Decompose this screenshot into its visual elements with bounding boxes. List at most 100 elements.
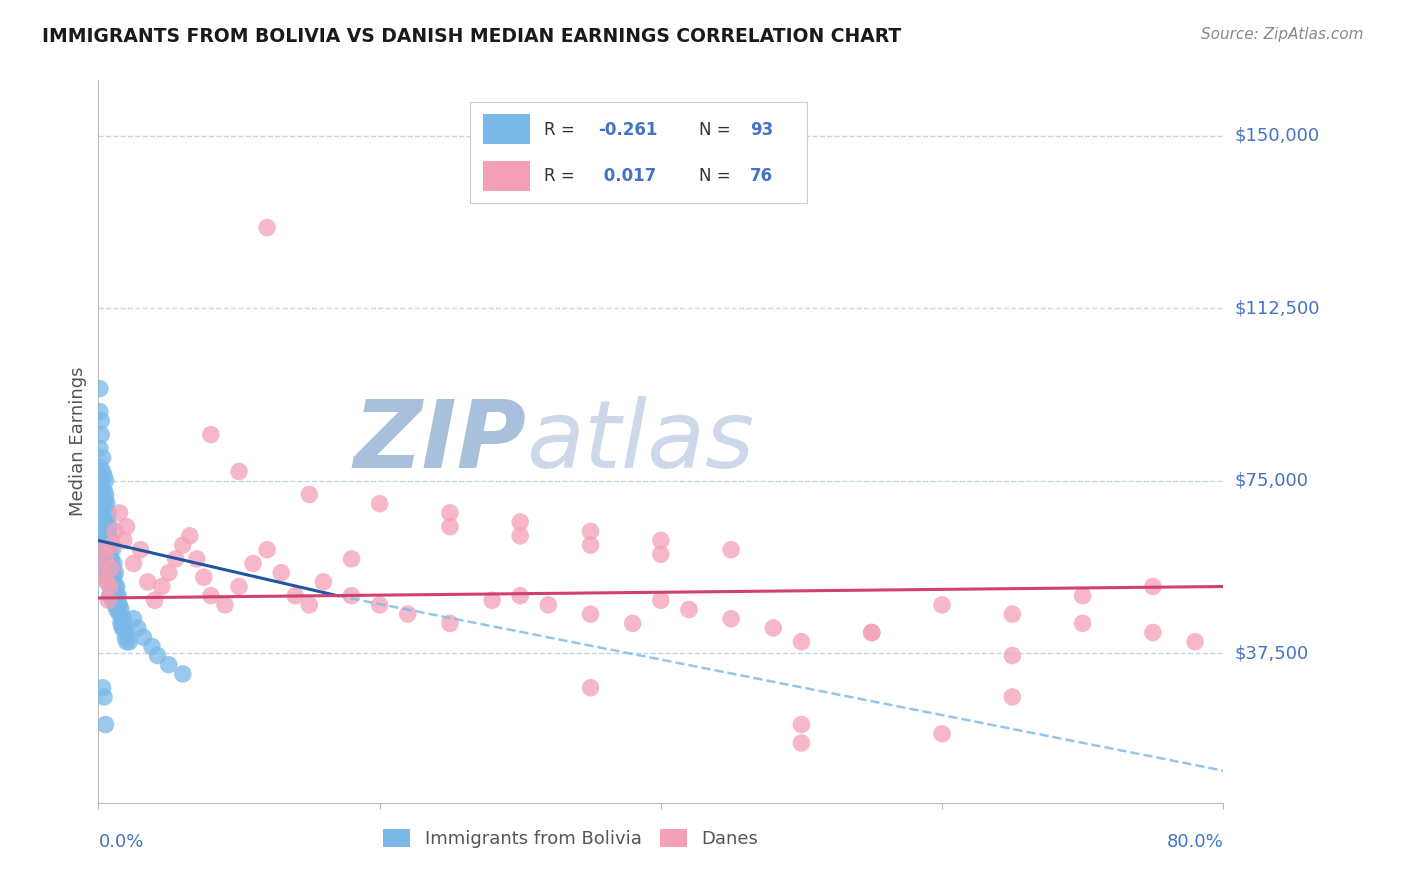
Point (439, 616, 461, 631)
Point (93, 506, 115, 520)
Point (762, 621, 785, 635)
Point (110, 616, 132, 631)
Point (93, 547, 115, 561)
Point (537, 598, 560, 612)
Point (98, 589, 121, 603)
Point (94, 717, 117, 731)
Point (298, 598, 321, 612)
Point (1071, 589, 1094, 603)
Point (256, 220, 278, 235)
Point (118, 634, 141, 648)
Text: $112,500: $112,500 (1234, 299, 1320, 317)
Point (108, 506, 131, 520)
Text: atlas: atlas (526, 396, 754, 487)
Point (94, 491, 117, 506)
Point (100, 561, 122, 575)
Point (101, 561, 124, 575)
Point (146, 648, 169, 663)
Point (103, 570, 125, 584)
Point (93, 469, 115, 483)
Point (860, 625, 883, 640)
Text: Source: ZipAtlas.com: Source: ZipAtlas.com (1201, 27, 1364, 42)
Point (89, 404, 111, 418)
Point (105, 602, 128, 616)
Point (242, 557, 264, 571)
Point (90, 506, 112, 520)
Point (97, 542, 120, 557)
Point (90, 427, 112, 442)
Point (368, 598, 391, 612)
Point (96, 497, 118, 511)
Point (790, 736, 813, 750)
Point (157, 566, 180, 580)
Point (200, 589, 222, 603)
Point (860, 625, 883, 640)
Point (115, 634, 138, 648)
Point (96, 538, 118, 552)
Point (96, 557, 118, 571)
Point (97, 593, 120, 607)
Point (103, 557, 125, 571)
Point (91, 465, 114, 479)
Point (1001, 648, 1024, 663)
Point (104, 524, 127, 539)
Point (108, 598, 131, 612)
Point (1001, 690, 1024, 704)
Point (481, 593, 503, 607)
Point (98, 580, 121, 594)
Point (97, 574, 120, 589)
Point (141, 640, 163, 654)
Point (107, 589, 129, 603)
Point (720, 612, 742, 626)
Point (91, 542, 114, 557)
Point (96, 510, 118, 524)
Point (94, 566, 117, 580)
Point (790, 634, 813, 648)
Point (621, 616, 644, 631)
Point (1184, 634, 1206, 648)
Point (150, 580, 173, 594)
Text: $37,500: $37,500 (1234, 644, 1309, 662)
Point (650, 593, 672, 607)
Point (579, 607, 602, 621)
Point (111, 616, 134, 631)
Point (94, 552, 117, 566)
Point (100, 552, 122, 566)
Point (91, 529, 114, 543)
Point (312, 574, 335, 589)
Point (1142, 625, 1164, 640)
Point (101, 574, 124, 589)
Point (200, 427, 222, 442)
Point (509, 515, 531, 529)
Point (172, 667, 194, 681)
Point (143, 593, 166, 607)
Point (193, 570, 215, 584)
Point (93, 533, 115, 548)
Point (720, 542, 742, 557)
Point (509, 589, 531, 603)
Point (93, 542, 115, 557)
Point (368, 497, 391, 511)
Point (340, 552, 363, 566)
Point (122, 557, 145, 571)
Point (110, 602, 132, 616)
Point (101, 542, 124, 557)
Point (678, 602, 700, 616)
Point (439, 519, 461, 533)
Point (284, 589, 307, 603)
Point (650, 533, 672, 548)
Point (509, 529, 531, 543)
Point (127, 621, 149, 635)
Point (91, 557, 114, 571)
Point (94, 487, 117, 501)
Point (129, 542, 152, 557)
Point (93, 519, 115, 533)
Point (165, 552, 187, 566)
Point (93, 483, 115, 497)
Point (105, 589, 128, 603)
Point (91, 450, 114, 465)
Point (650, 547, 672, 561)
Point (186, 552, 208, 566)
Point (122, 612, 145, 626)
Point (96, 570, 118, 584)
